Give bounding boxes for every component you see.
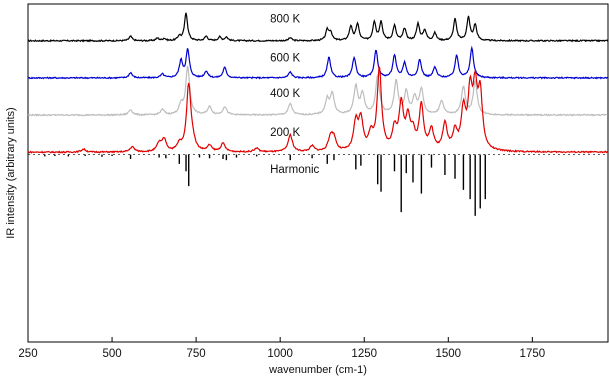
x-tick-label: 1250 — [351, 348, 377, 360]
spectrum-line-400-k — [27, 65, 609, 117]
x-tick-label: 250 — [18, 348, 37, 360]
x-axis-ticks: 250 500 750 1000 1250 1500 1750 — [18, 337, 545, 360]
plot-frame — [27, 3, 609, 343]
harmonic-sticks — [28, 154, 608, 216]
y-axis-label: IR intensity (arbitrary units) — [5, 107, 17, 238]
spectrum-line-600-k — [27, 45, 608, 80]
spectrum-line-200-k — [27, 64, 608, 154]
series-label-800-k: 800 K — [270, 14, 300, 26]
series-label-200-k: 200 K — [270, 127, 300, 139]
series-label-harmonic: Harmonic — [270, 164, 319, 176]
x-tick-label: 1500 — [435, 348, 461, 360]
x-tick-label: 750 — [187, 348, 206, 360]
series-labels: 800 K 600 K 400 K 200 K Harmonic — [270, 14, 319, 176]
spectrum-line-800-k — [27, 12, 609, 43]
series-label-600-k: 600 K — [270, 53, 300, 65]
series-layer — [27, 12, 609, 154]
x-tick-label: 500 — [102, 348, 121, 360]
x-axis-label: wavenumber (cm-1) — [268, 364, 367, 376]
x-tick-label: 1000 — [267, 348, 293, 360]
series-label-400-k: 400 K — [270, 88, 300, 100]
x-tick-label: 1750 — [520, 348, 546, 360]
